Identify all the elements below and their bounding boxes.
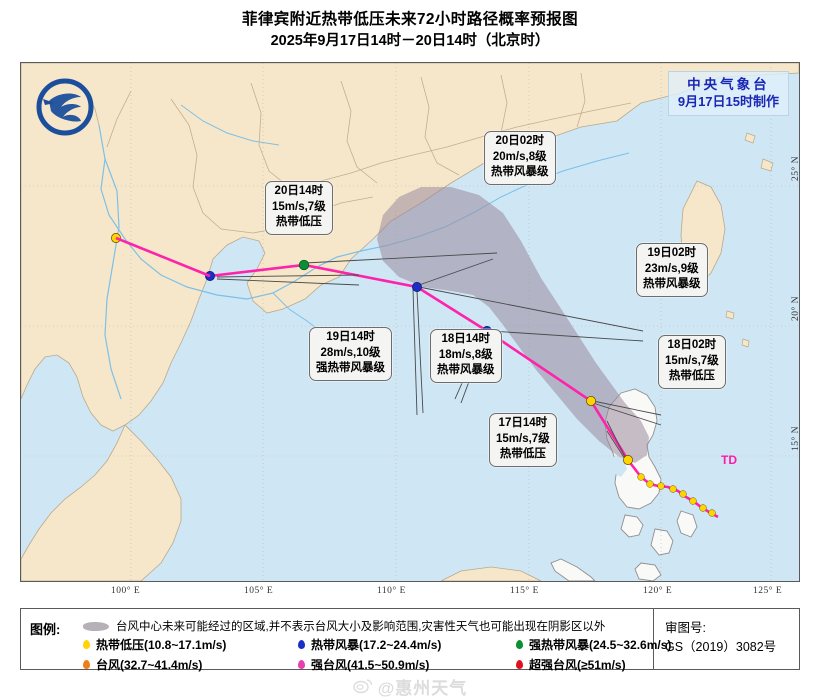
legend-item-label: 超强台风(≥51m/s): [529, 658, 626, 672]
weibo-icon: [353, 679, 372, 694]
legend-dot-icon: [83, 640, 90, 649]
lon-label-105e: 105° E: [244, 586, 274, 596]
forecast-track-line-tail: [115, 236, 211, 278]
landmass-borneo: [440, 566, 542, 581]
approval-number: GS（2019）3082号: [665, 640, 777, 654]
callout-time: 19日14时: [326, 331, 375, 343]
callout-time: 20日14时: [274, 185, 324, 197]
legend-item-superty: 超强台风(≥51m/s): [516, 656, 723, 673]
callout-grade: 强热带风暴级: [316, 362, 385, 374]
callout-time: 17日14时: [498, 417, 548, 429]
callout-19d02h[interactable]: 19日02时 23m/s,9级 热带风暴级: [636, 243, 708, 297]
legend-shade-note: 台风中心未来可能经过的区域,并不表示台风大小及影响范围,灾害性天气也可能出现在阴…: [116, 621, 606, 633]
lon-label-125e: 125° E: [753, 586, 783, 596]
lon-label-120e: 120° E: [643, 586, 673, 596]
legend-dot-icon: [298, 660, 305, 669]
agency-attribution: 中央气象台 9月17日15时制作: [667, 71, 789, 116]
province-borders: [80, 72, 632, 234]
river-2: [104, 158, 122, 400]
legend-item-td: 热带低压(10.8~17.1m/s): [83, 636, 298, 653]
callout-18d02h[interactable]: 18日02时 15m/s,7级 热带低压: [658, 335, 726, 389]
map-canvas: [21, 63, 799, 581]
callout-grade: 热带低压: [499, 448, 546, 460]
island-palawan: [550, 558, 596, 581]
watermark-text: @惠州天气: [377, 678, 468, 698]
callout-18d14h[interactable]: 18日14时 18m/s,8级 热带风暴级: [430, 329, 502, 383]
island-small-ne-3: [725, 310, 735, 320]
river-5: [180, 104, 280, 146]
legend-dot-icon: [516, 640, 523, 649]
callout-wind: 28m/s,10级: [320, 346, 381, 359]
callout-17d14h[interactable]: 17日14时 15m/s,7级 热带低压: [489, 413, 557, 467]
title-main: 菲律宾附近热带低压未来72小时路径概率预报图: [241, 11, 579, 28]
callout-time: 18日14时: [441, 333, 491, 345]
island-small-ne-4: [741, 338, 750, 348]
callout-wind: 20m/s,8级: [492, 150, 547, 163]
callout-wind: 23m/s,9级: [644, 262, 699, 275]
legend-item-label: 热带风暴(17.2~24.4m/s): [311, 638, 442, 652]
agency-name: 中央气象台: [687, 77, 770, 92]
lon-label-100e: 100° E: [111, 586, 141, 596]
legend-item-sty: 强台风(41.5~50.9m/s): [298, 656, 516, 673]
island-panay: [650, 528, 674, 556]
callout-grade: 热带低压: [275, 216, 322, 228]
callout-time: 18日02时: [667, 339, 717, 351]
callout-wind: 15m/s,7级: [272, 200, 326, 213]
legend-item-label: 强台风(41.5~50.9m/s): [311, 658, 430, 672]
callout-grade: 热带低压: [668, 370, 715, 382]
callout-grade: 热带风暴级: [491, 166, 549, 178]
callout-grade: 热带风暴级: [643, 278, 701, 290]
title-subtitle: 2025年9月17日14时－20日14时（北京时）: [270, 33, 550, 49]
approval-title: 审图号:: [665, 621, 706, 635]
legend-item-label: 台风(32.7~41.4m/s): [96, 658, 203, 672]
landmass-indochina-south: [21, 424, 182, 581]
legend-dot-icon: [83, 660, 90, 669]
legend-left-panel: 图例: 台风中心未来可能经过的区域,并不表示台风大小及影响范围,灾害性天气也可能…: [21, 609, 671, 672]
callout-20d14h[interactable]: 20日14时 15m/s,7级 热带低压: [265, 181, 333, 235]
callout-time: 20日02时: [495, 135, 545, 147]
forecast-track-line: [209, 263, 630, 461]
cma-logo: [36, 78, 94, 136]
legend-item-ts: 热带风暴(17.2~24.4m/s): [298, 636, 516, 653]
lat-label-20n: 20° N: [791, 295, 800, 321]
island-small-ne-2: [744, 132, 756, 144]
callout-wind: 15m/s,7级: [496, 432, 550, 445]
legend-title: 图例:: [30, 622, 61, 637]
map-legend: 图例: 台风中心未来可能经过的区域,并不表示台风大小及影响范围,灾害性天气也可能…: [20, 608, 800, 672]
lat-label-15n: 15° N: [791, 425, 800, 451]
legend-dot-icon: [516, 660, 523, 669]
forecast-map[interactable]: 中央气象台 9月17日15时制作 20日14时 15m/s,7级 热带低压 20…: [20, 62, 800, 582]
forecast-node-0: [623, 455, 633, 465]
legend-shade-row: 台风中心未来可能经过的区域,并不表示台风大小及影响范围,灾害性天气也可能出现在阴…: [83, 618, 605, 634]
lat-label-25n: 25° N: [791, 155, 800, 181]
legend-item-label: 强热带风暴(24.5~32.6m/s): [529, 638, 672, 652]
page-title: 菲律宾附近热带低压未来72小时路径概率预报图 2025年9月17日14时－20日…: [0, 0, 820, 52]
legend-items-grid: 热带低压(10.8~17.1m/s) 热带风暴(17.2~24.4m/s) 强热…: [83, 636, 723, 673]
island-visayas-small: [634, 562, 662, 581]
weibo-watermark: @惠州天气: [0, 672, 820, 700]
legend-dot-icon: [298, 640, 305, 649]
forecast-node-3: [412, 282, 422, 292]
legend-item-label: 热带低压(10.8~17.1m/s): [96, 638, 227, 652]
island-luzon-bay: [611, 455, 627, 477]
legend-item-sts: 强热带风暴(24.5~32.6m/s): [516, 636, 723, 653]
agency-timestamp: 9月17日15时制作: [677, 94, 779, 109]
forecast-node-4: [298, 259, 310, 271]
cone-swatch: [83, 621, 109, 631]
approval-panel: 审图号: GS（2019）3082号: [653, 609, 799, 669]
lon-label-115e: 115° E: [510, 586, 539, 596]
forecast-node-1: [586, 396, 596, 406]
callout-grade: 热带风暴级: [437, 364, 495, 376]
lon-label-110e: 110° E: [377, 586, 406, 596]
graticule: [21, 63, 799, 581]
callout-wind: 15m/s,7级: [665, 354, 719, 367]
storm-tag-td: TD: [721, 453, 737, 467]
island-mindoro: [620, 514, 644, 538]
legend-item-ty: 台风(32.7~41.4m/s): [83, 656, 298, 673]
callout-19d14h[interactable]: 19日14时 28m/s,10级 强热带风暴级: [309, 327, 392, 381]
island-samar: [676, 510, 698, 538]
callout-time: 19日02时: [647, 247, 697, 259]
callout-20d02h[interactable]: 20日02时 20m/s,8级 热带风暴级: [484, 131, 556, 185]
callout-wind: 18m/s,8级: [438, 348, 493, 361]
